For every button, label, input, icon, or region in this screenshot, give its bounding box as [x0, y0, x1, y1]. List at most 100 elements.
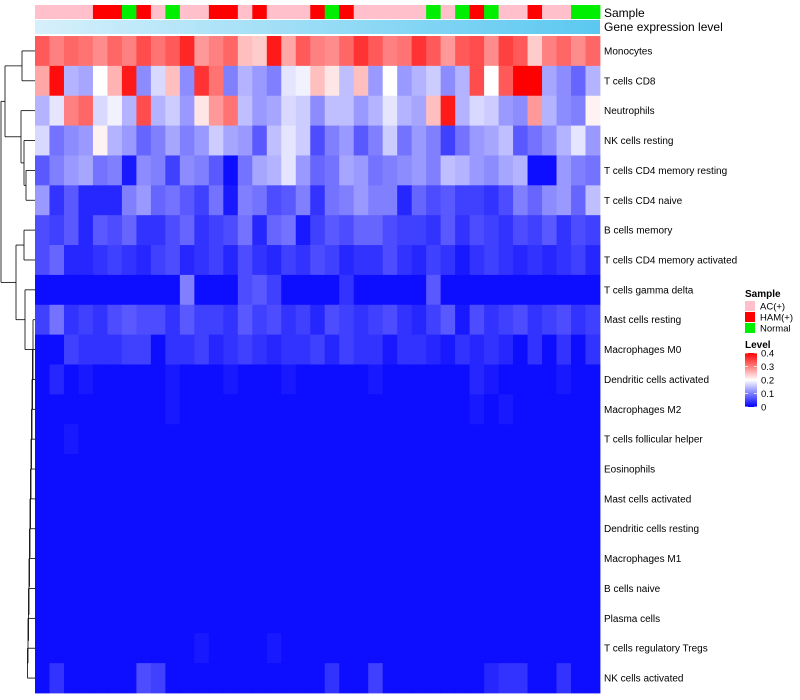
heatmap-cell [165, 334, 181, 365]
sample-annotation-cell [397, 5, 413, 19]
heatmap-cell [150, 125, 166, 156]
heatmap-cell [382, 483, 398, 515]
heatmap-cell [165, 633, 181, 664]
heatmap-cell [339, 454, 355, 485]
heatmap-cell [469, 543, 485, 574]
heatmap-cell [455, 633, 471, 664]
heatmap-cell [179, 304, 195, 336]
heatmap-cell [121, 334, 137, 365]
sample-annotation-cell [440, 5, 456, 19]
heatmap-cell [63, 454, 79, 485]
heatmap-cell [484, 573, 499, 604]
heatmap-cell [49, 304, 65, 336]
heatmap-cell [208, 125, 224, 156]
heatmap-cell [35, 543, 50, 574]
heatmap-cell [295, 245, 311, 276]
heatmap-cell [295, 215, 311, 246]
sample-annotation-cell [150, 5, 166, 19]
heatmap-cell [107, 603, 123, 634]
heatmap-cell [542, 215, 557, 246]
heatmap-cell [411, 454, 427, 485]
heatmap-cell [49, 454, 65, 485]
row-label: T cells CD4 naive [604, 196, 683, 207]
heatmap-cell [571, 245, 586, 276]
heatmap-cell [295, 663, 311, 694]
heatmap-cell [469, 65, 485, 97]
heatmap-cell [498, 36, 514, 67]
heatmap-cell [556, 215, 572, 246]
heatmap-cell [324, 155, 340, 186]
heatmap-cell [78, 304, 94, 336]
heatmap-cell [35, 663, 50, 694]
heatmap-cell [440, 573, 456, 604]
heatmap-cell [542, 424, 557, 455]
heatmap-cell [455, 215, 471, 246]
heatmap-cell [469, 663, 485, 694]
row-label: B cells naive [604, 584, 661, 595]
heatmap-cell [382, 454, 398, 485]
heatmap-cell [78, 424, 94, 455]
heatmap-cell [121, 454, 137, 485]
heatmap-cell [353, 185, 369, 216]
heatmap-cell [35, 95, 50, 126]
heatmap-cell [440, 603, 456, 634]
heatmap-cell [49, 364, 65, 395]
sample-annotation-cell [179, 5, 195, 19]
heatmap-cell [556, 36, 572, 67]
heatmap-cell [382, 633, 398, 664]
row-label: Mast cells activated [604, 494, 691, 505]
heatmap-cell [237, 304, 253, 336]
heatmap-cell [107, 394, 123, 425]
heatmap-cell [208, 483, 224, 515]
heatmap-cell [339, 334, 355, 365]
heatmap-cell [426, 394, 442, 425]
heatmap-cell [194, 304, 210, 336]
heatmap-cell [223, 663, 239, 694]
heatmap-cell [266, 304, 282, 336]
heatmap-cell [513, 454, 528, 485]
heatmap-cell [252, 454, 268, 485]
heatmap-cell [121, 573, 137, 604]
heatmap-cell [484, 155, 499, 186]
heatmap-cell [368, 454, 384, 485]
heatmap-cell [440, 36, 456, 67]
heatmap-cell [49, 245, 65, 276]
heatmap-cell [310, 424, 326, 455]
heatmap-cell [368, 185, 384, 216]
heatmap-cell [542, 483, 557, 515]
heatmap-cell [49, 36, 65, 67]
heatmap-cell [339, 394, 355, 425]
heatmap-cell [382, 424, 398, 455]
heatmap-cell [179, 633, 195, 664]
heatmap-cell [542, 65, 557, 97]
heatmap-cell [382, 603, 398, 634]
heatmap-cell [455, 95, 471, 126]
heatmap-cell [368, 125, 384, 156]
sample-annotation-cell [353, 5, 369, 19]
heatmap-cell [513, 513, 528, 545]
heatmap-cell [440, 424, 456, 455]
sample-annotation-cell [527, 5, 543, 19]
heatmap-cell [513, 125, 528, 156]
heatmap-cell [194, 155, 210, 186]
heatmap-cell [556, 95, 572, 126]
heatmap-cell [136, 95, 152, 126]
heatmap-cell [382, 65, 398, 97]
heatmap-cell [252, 364, 268, 395]
heatmap-cell [411, 185, 427, 216]
heatmap-cell [223, 304, 239, 336]
heatmap-cell [382, 274, 398, 306]
heatmap-cell [339, 573, 355, 604]
heatmap-cell [150, 215, 166, 246]
heatmap-cell [252, 483, 268, 515]
heatmap-cell [78, 125, 94, 156]
heatmap-cell [252, 633, 268, 664]
heatmap-cell [310, 65, 326, 97]
heatmap-cell [527, 424, 543, 455]
heatmap-cell [266, 125, 282, 156]
heatmap-cell [107, 633, 123, 664]
heatmap-cell [368, 573, 384, 604]
heatmap-cell [339, 95, 355, 126]
heatmap-cell [571, 424, 586, 455]
heatmap-cell [92, 483, 108, 515]
